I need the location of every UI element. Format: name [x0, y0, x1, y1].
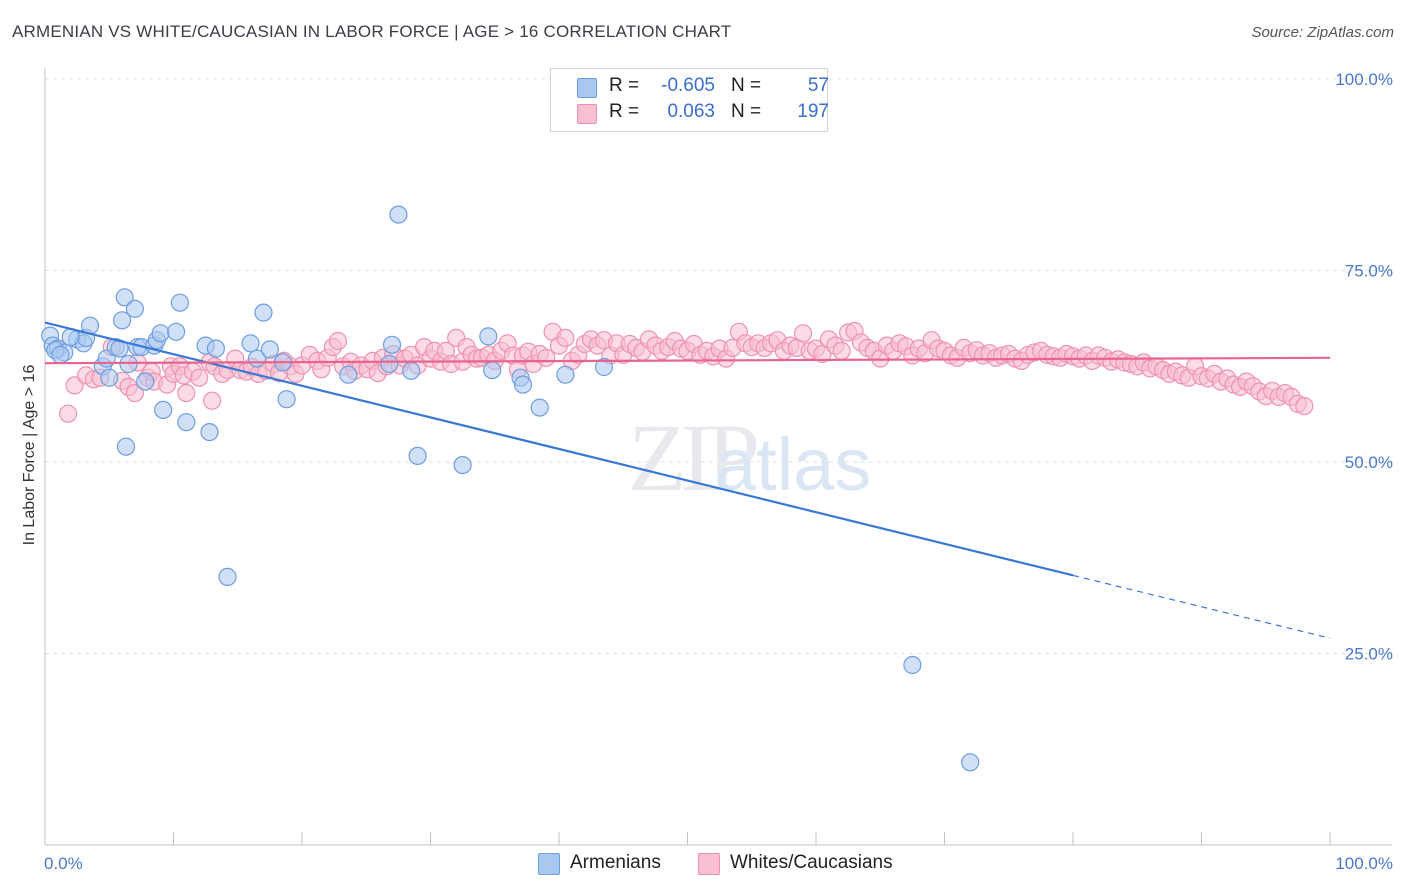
point-armenians — [116, 437, 136, 456]
trend-line-armenians — [44, 321, 1074, 577]
x-tick-label: 100.0% — [1335, 854, 1393, 873]
point-whites — [537, 348, 556, 367]
source-label: Source: ZipAtlas.com — [1251, 24, 1394, 41]
point-armenians — [115, 288, 134, 307]
point-whites — [556, 328, 575, 347]
point-armenians — [453, 456, 472, 475]
point-armenians — [100, 368, 119, 387]
point-armenians — [382, 335, 402, 354]
point-whites — [125, 384, 144, 403]
y-tick-label: 75.0% — [1345, 262, 1393, 281]
point-whites — [793, 324, 813, 343]
bottom-legend-swatch-armenians — [538, 853, 560, 875]
legend-n-label: N = — [731, 75, 762, 96]
watermark-atlas: atlas — [715, 423, 871, 506]
point-armenians — [51, 345, 70, 364]
legend-r-label: R = — [609, 75, 640, 96]
point-armenians — [151, 324, 170, 343]
legend-n-value: 57 — [807, 75, 829, 96]
point-armenians — [277, 390, 296, 409]
point-armenians — [903, 655, 922, 675]
point-whites — [1295, 397, 1314, 416]
point-whites — [65, 376, 84, 395]
y-tick-label: 25.0% — [1345, 645, 1393, 664]
trend-line-whites — [44, 356, 1331, 365]
y-tick-label: 100.0% — [1335, 70, 1393, 89]
legend-n-label: N = — [731, 101, 762, 122]
point-armenians — [170, 293, 189, 312]
legend-r-value: -0.605 — [661, 75, 715, 96]
legend-n-value: 197 — [797, 101, 829, 122]
point-armenians — [339, 365, 358, 384]
point-armenians — [167, 322, 186, 341]
point-whites — [203, 391, 222, 410]
point-whites — [177, 384, 196, 403]
point-armenians — [200, 423, 219, 442]
point-armenians — [112, 311, 132, 330]
tick-labels: 25.0% 50.0% 75.0% 100.0% 0.0% 100.0% — [44, 70, 1393, 873]
point-whites — [58, 404, 78, 423]
point-armenians — [513, 375, 533, 394]
point-armenians — [125, 299, 144, 318]
point-armenians — [119, 354, 138, 374]
series-armenians-points — [40, 205, 980, 772]
x-tick-label: 0.0% — [44, 854, 83, 873]
legend-box: R = -0.605 N = 57 R = 0.063 N = 197 — [550, 68, 829, 132]
point-armenians — [254, 303, 273, 322]
legend-r-value: 0.063 — [667, 101, 715, 122]
point-whites — [328, 331, 348, 351]
point-armenians — [241, 334, 260, 353]
bottom-legend-label: Whites/Caucasians — [730, 852, 893, 873]
point-armenians — [483, 361, 502, 380]
point-armenians — [389, 205, 408, 224]
point-armenians — [260, 340, 279, 359]
bottom-legend-swatch-whites — [698, 853, 720, 875]
legend-swatch-whites — [577, 104, 597, 124]
point-armenians — [594, 357, 614, 377]
point-whites — [190, 368, 209, 387]
y-tick-label: 50.0% — [1345, 453, 1393, 472]
legend-r-label: R = — [609, 101, 640, 122]
point-armenians — [479, 327, 498, 346]
point-armenians — [206, 339, 225, 358]
axes — [44, 68, 1392, 846]
point-armenians — [177, 413, 196, 432]
point-armenians — [380, 354, 399, 374]
y-axis-title: In Labor Force | Age > 16 — [21, 365, 38, 546]
point-armenians — [218, 567, 237, 587]
point-armenians — [402, 361, 421, 380]
bottom-legend-label: Armenians — [570, 852, 661, 873]
point-armenians — [961, 753, 980, 772]
chart-title: ARMENIAN VS WHITE/CAUCASIAN IN LABOR FOR… — [12, 22, 732, 41]
legend-swatch-armenians — [577, 78, 597, 98]
point-armenians — [556, 365, 575, 384]
point-armenians — [530, 398, 549, 417]
point-armenians — [136, 372, 155, 391]
point-armenians — [154, 400, 173, 419]
trend-line-armenians-extension — [1072, 574, 1331, 639]
trend-lines — [44, 321, 1331, 639]
point-whites — [832, 341, 851, 360]
grid-lines — [45, 78, 1392, 654]
point-armenians — [408, 446, 427, 465]
